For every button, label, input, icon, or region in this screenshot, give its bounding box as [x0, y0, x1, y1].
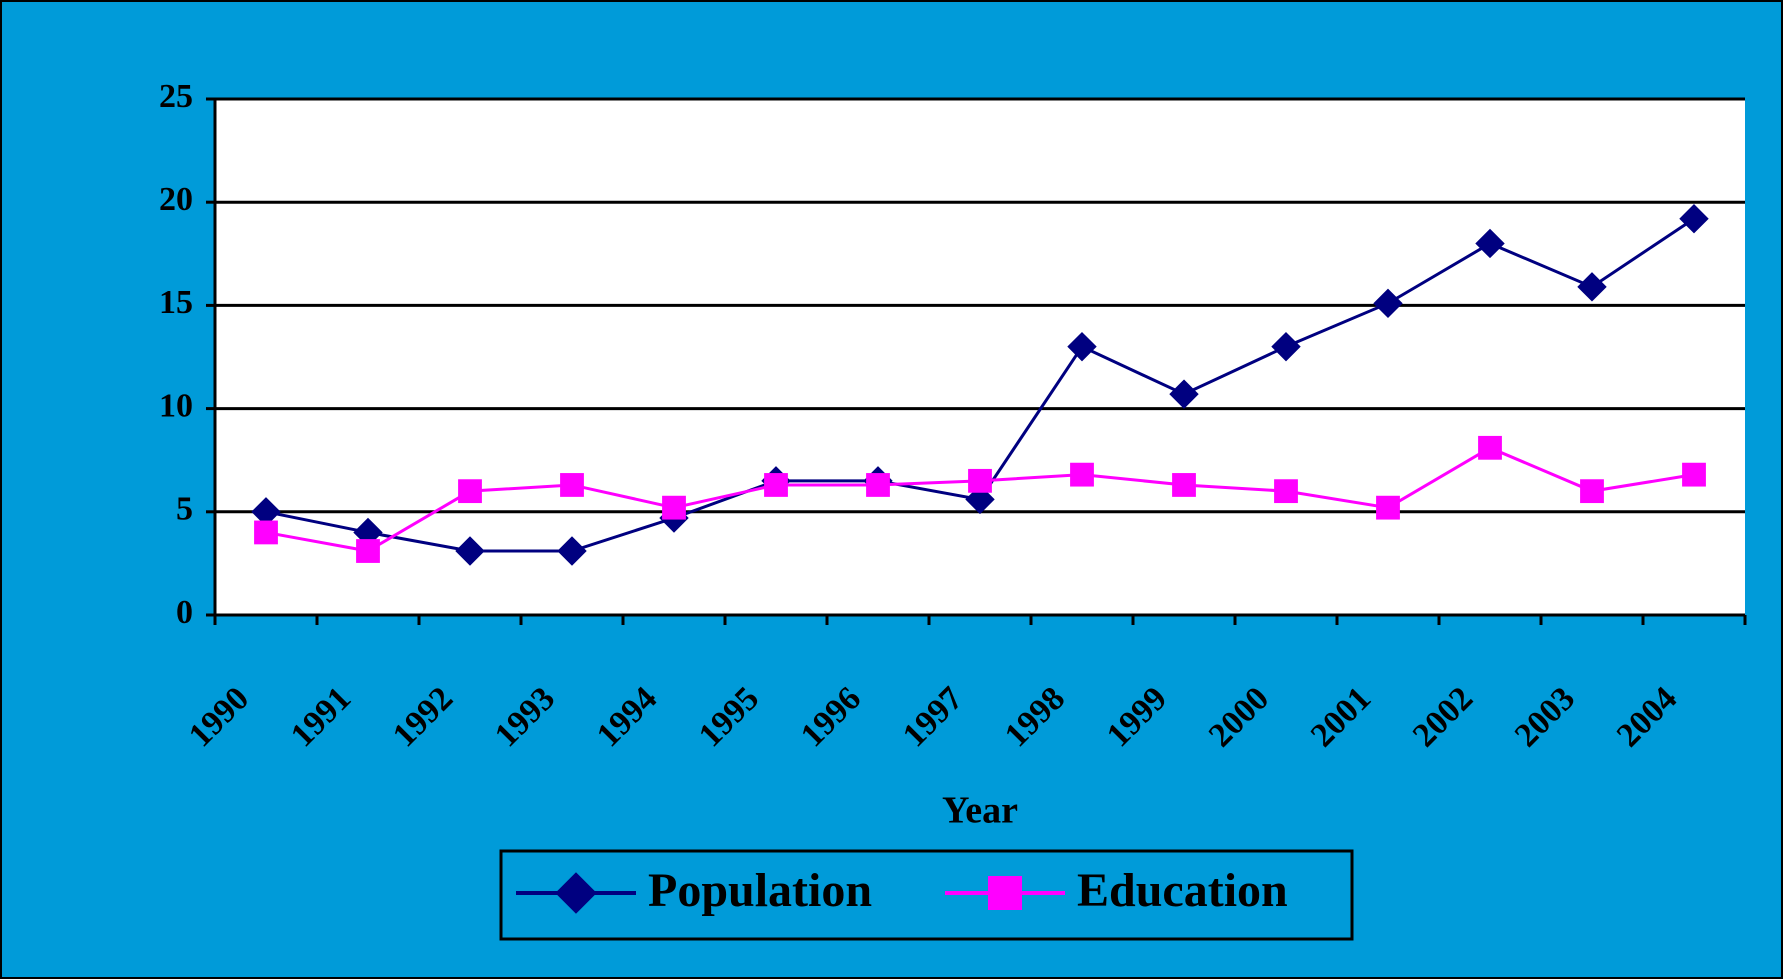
y-tick-label: 25 [159, 78, 193, 115]
y-tick-label: 0 [176, 594, 193, 631]
point [1271, 331, 1301, 362]
x-axis-title: Year [942, 790, 1018, 832]
point [662, 495, 686, 520]
legend [499, 849, 1354, 941]
y-tick-label: 10 [159, 387, 193, 424]
point [1475, 228, 1505, 259]
legend-label: Population [648, 864, 872, 917]
legend-label: Education [1077, 864, 1288, 917]
point [1274, 479, 1298, 504]
point [458, 479, 482, 504]
point [1376, 495, 1400, 520]
point [557, 536, 587, 566]
point [1577, 272, 1607, 302]
plot-area [215, 99, 1745, 615]
point [254, 520, 278, 545]
point [1169, 379, 1199, 409]
point [356, 539, 380, 563]
legend-marker [555, 872, 597, 914]
point [968, 468, 992, 493]
point [1070, 462, 1094, 487]
point [455, 536, 485, 566]
y-tick-label: 20 [159, 181, 193, 218]
point [1679, 204, 1709, 234]
legend-marker [988, 876, 1022, 910]
point [1682, 462, 1706, 487]
point [1580, 479, 1604, 504]
y-tick-label: 15 [159, 284, 193, 321]
point [1478, 435, 1502, 460]
point [1067, 331, 1097, 362]
point [560, 473, 584, 497]
point [1373, 288, 1403, 319]
point [1172, 473, 1196, 497]
y-tick-label: 5 [176, 491, 193, 528]
point [866, 473, 890, 497]
point [764, 473, 788, 497]
